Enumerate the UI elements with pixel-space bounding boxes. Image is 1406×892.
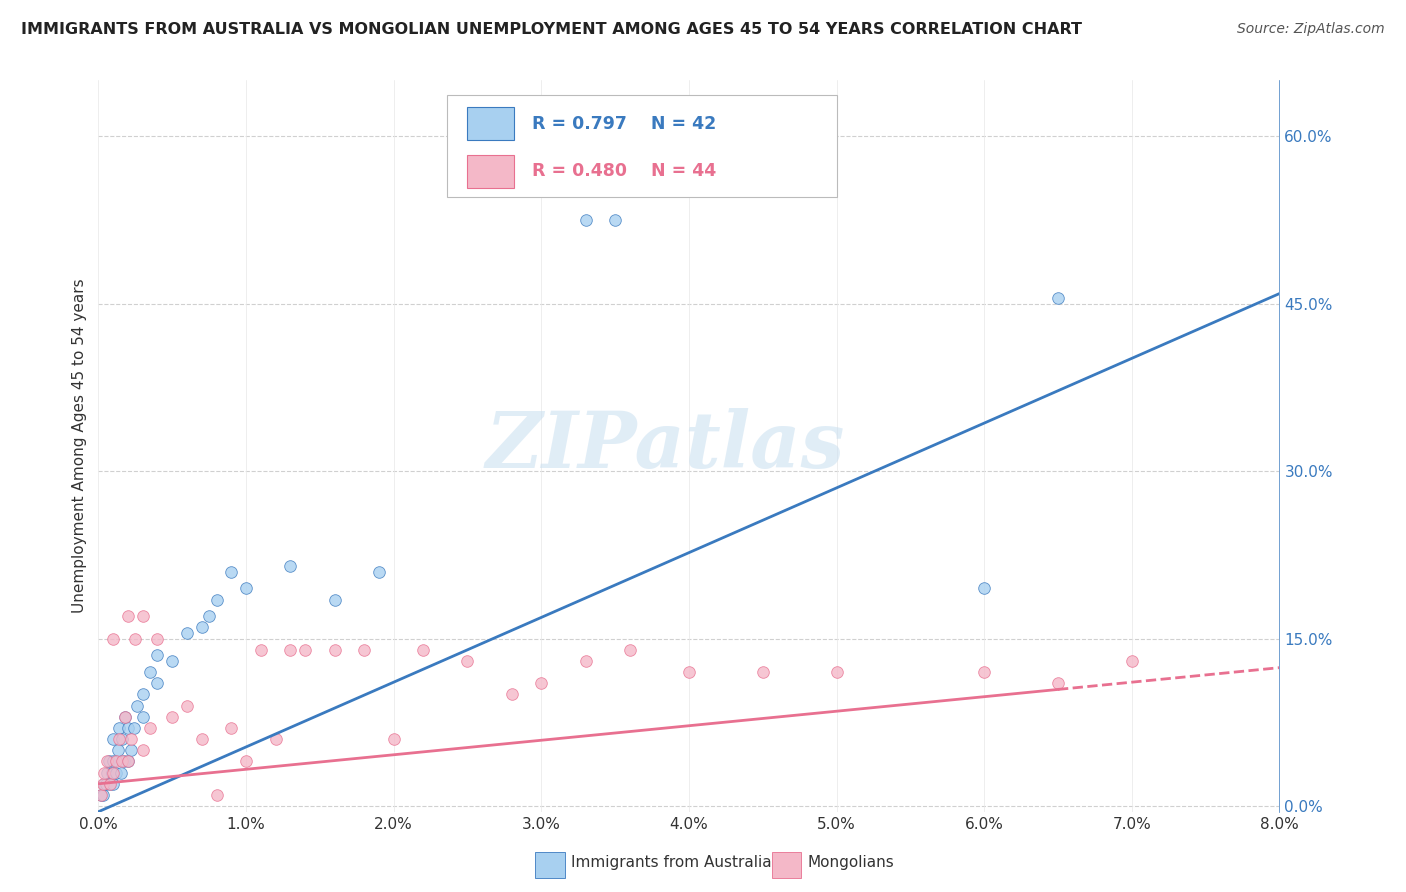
Point (103, 765, 125, 780)
Point (112, 755, 135, 769)
Point (114, 710, 136, 724)
Point (368, 565, 391, 579)
Point (146, 632, 169, 646)
Point (98, 777, 121, 791)
Point (96, 765, 118, 780)
Point (825, 665, 848, 680)
Point (91, 788, 114, 802)
Text: ZIPatlas: ZIPatlas (485, 408, 845, 484)
Point (205, 788, 228, 802)
FancyBboxPatch shape (447, 95, 837, 197)
Point (235, 755, 257, 769)
Point (619, 642, 641, 657)
Text: R = 0.797    N = 42: R = 0.797 N = 42 (531, 115, 716, 133)
Point (96, 755, 118, 769)
Point (103, 732, 125, 747)
Point (221, 565, 243, 579)
Point (457, 654, 479, 668)
Point (294, 642, 316, 657)
Point (176, 626, 198, 640)
Point (110, 765, 132, 780)
Point (205, 592, 228, 607)
Point (146, 676, 169, 690)
Point (117, 609, 139, 624)
Point (91, 777, 114, 791)
Point (117, 755, 139, 769)
Point (124, 632, 146, 646)
Point (678, 665, 700, 680)
Point (280, 642, 302, 657)
Point (235, 582, 257, 596)
FancyBboxPatch shape (772, 852, 801, 878)
Point (176, 698, 198, 713)
Point (132, 609, 155, 624)
Point (108, 732, 131, 747)
Point (162, 710, 183, 724)
Point (530, 676, 553, 690)
FancyBboxPatch shape (467, 155, 515, 188)
Point (221, 721, 243, 735)
Point (93, 777, 115, 791)
Point (146, 648, 169, 663)
Point (103, 755, 125, 769)
Point (250, 642, 273, 657)
Point (973, 665, 995, 680)
Point (323, 642, 346, 657)
Point (120, 732, 142, 747)
Point (125, 698, 148, 713)
Point (122, 721, 145, 735)
Point (120, 743, 142, 757)
Point (107, 743, 129, 757)
Text: Mongolians: Mongolians (807, 855, 894, 871)
Point (90, 788, 112, 802)
Point (605, 212, 627, 227)
Point (111, 755, 134, 769)
Point (100, 765, 122, 780)
Point (575, 212, 598, 227)
Point (198, 609, 221, 624)
Point (1121, 654, 1143, 668)
Point (105, 765, 128, 780)
FancyBboxPatch shape (536, 852, 565, 878)
Point (111, 732, 134, 747)
Point (98, 777, 121, 791)
Y-axis label: Unemployment Among Ages 45 to 54 years: Unemployment Among Ages 45 to 54 years (72, 278, 87, 614)
Point (108, 721, 131, 735)
Point (132, 743, 155, 757)
Point (139, 721, 162, 735)
Point (973, 582, 995, 596)
Point (353, 642, 375, 657)
FancyBboxPatch shape (467, 107, 515, 140)
Point (93, 765, 115, 780)
Point (103, 777, 125, 791)
Point (132, 710, 155, 724)
Point (97, 755, 120, 769)
Point (117, 755, 139, 769)
Point (94, 777, 117, 791)
Point (90, 788, 112, 802)
Point (280, 559, 302, 574)
Point (412, 642, 434, 657)
Point (132, 688, 155, 702)
Point (139, 665, 162, 680)
Point (117, 721, 139, 735)
Point (382, 732, 405, 747)
Point (103, 632, 125, 646)
Point (105, 755, 128, 769)
Point (501, 688, 523, 702)
Point (1046, 291, 1070, 305)
Text: IMMIGRANTS FROM AUSTRALIA VS MONGOLIAN UNEMPLOYMENT AMONG AGES 45 TO 54 YEARS CO: IMMIGRANTS FROM AUSTRALIA VS MONGOLIAN U… (21, 22, 1083, 37)
Text: R = 0.480    N = 44: R = 0.480 N = 44 (531, 162, 716, 180)
Point (191, 620, 214, 634)
Point (191, 732, 214, 747)
Point (752, 665, 775, 680)
Text: Source: ZipAtlas.com: Source: ZipAtlas.com (1237, 22, 1385, 37)
Point (323, 592, 346, 607)
Point (575, 654, 598, 668)
Point (264, 732, 287, 747)
Text: Immigrants from Australia: Immigrants from Australia (571, 855, 772, 871)
Point (162, 654, 183, 668)
Point (114, 710, 136, 724)
Point (1046, 676, 1070, 690)
